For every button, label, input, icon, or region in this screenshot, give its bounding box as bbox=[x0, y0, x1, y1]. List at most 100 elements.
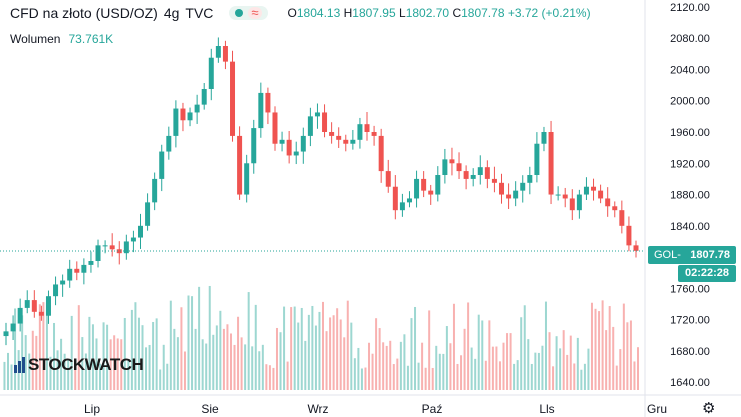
volume-bar bbox=[435, 345, 438, 390]
candle-body bbox=[293, 151, 299, 156]
volume-bar bbox=[612, 326, 615, 390]
candle-body bbox=[307, 116, 313, 136]
volume-bar bbox=[63, 353, 66, 390]
candle-body bbox=[237, 135, 243, 195]
symbol-title[interactable]: CFD na złoto (USD/OZ) bbox=[10, 5, 158, 21]
x-tick-label: Gru bbox=[647, 402, 667, 416]
volume-bar bbox=[583, 363, 586, 390]
volume-bar bbox=[438, 353, 441, 390]
countdown-label: 02:22:28 bbox=[678, 265, 736, 282]
volume-bar bbox=[38, 304, 41, 390]
volume-legend[interactable]: Wolumen 73.761K bbox=[10, 32, 113, 46]
candle-body bbox=[506, 194, 512, 199]
candle-body bbox=[194, 104, 200, 113]
volume-bar bbox=[300, 307, 303, 390]
volume-bar bbox=[265, 364, 268, 390]
volume-bar bbox=[84, 353, 87, 390]
volume-bar bbox=[445, 326, 448, 390]
volume-bar bbox=[215, 325, 218, 390]
volume-bar bbox=[509, 333, 512, 390]
candle-body bbox=[230, 61, 236, 136]
volume-bar bbox=[534, 352, 537, 390]
candle-body bbox=[123, 241, 129, 254]
candle-body bbox=[350, 139, 356, 144]
candle-body bbox=[24, 300, 30, 308]
open-key: O bbox=[287, 6, 297, 20]
wave-icon[interactable]: ≈ bbox=[248, 6, 262, 19]
volume-bar bbox=[350, 322, 353, 390]
volume-bar bbox=[70, 315, 73, 390]
volume-bar bbox=[552, 366, 555, 390]
volume-bar bbox=[145, 347, 148, 390]
candle-body bbox=[166, 135, 172, 152]
candle-body bbox=[385, 171, 391, 187]
volume-bar bbox=[491, 346, 494, 390]
volume-bar bbox=[385, 345, 388, 390]
volume-bar bbox=[130, 309, 133, 390]
volume-bar bbox=[10, 364, 13, 390]
volume-bar bbox=[180, 307, 183, 390]
volume-bar bbox=[60, 338, 63, 390]
volume-bar bbox=[325, 331, 328, 390]
gear-icon[interactable]: ⚙ bbox=[702, 400, 716, 417]
volume-bar bbox=[81, 337, 84, 390]
volume-bar bbox=[484, 360, 487, 390]
high-value: 1807.95 bbox=[352, 6, 396, 20]
volume-bar bbox=[378, 328, 381, 390]
volume-bar bbox=[336, 308, 339, 390]
volume-bar bbox=[233, 344, 236, 390]
volume-bar bbox=[45, 303, 48, 390]
volume-bar bbox=[566, 354, 569, 390]
status-pills[interactable]: ≈ bbox=[229, 6, 268, 20]
volume-bar bbox=[240, 337, 243, 390]
interval-label[interactable]: 4g bbox=[163, 5, 180, 21]
volume-bar bbox=[176, 337, 179, 390]
candle-body bbox=[10, 323, 16, 332]
candle-body bbox=[152, 178, 158, 203]
volume-bar bbox=[389, 340, 392, 390]
volume-bar bbox=[183, 351, 186, 390]
candle-body bbox=[605, 198, 611, 207]
candle-body bbox=[435, 175, 441, 195]
candle-body bbox=[159, 151, 165, 179]
candle-body bbox=[201, 89, 207, 105]
volume-bar bbox=[212, 334, 215, 390]
candle-body bbox=[286, 139, 292, 156]
volume-bar bbox=[187, 295, 190, 390]
candle-body bbox=[67, 268, 73, 281]
volume-bar bbox=[283, 306, 286, 390]
volume-bar bbox=[208, 285, 211, 390]
volume-bar bbox=[24, 335, 27, 390]
volume-bar bbox=[53, 322, 56, 390]
candle-body bbox=[336, 135, 342, 140]
candle-body bbox=[626, 225, 632, 246]
volume-bar bbox=[279, 332, 282, 390]
volume-bar bbox=[155, 318, 158, 390]
candle-body bbox=[145, 202, 151, 226]
stockwatch-logo: STOCKWATCH bbox=[14, 355, 144, 375]
candle-body bbox=[116, 249, 122, 254]
volume-bar bbox=[506, 333, 509, 390]
volume-bar bbox=[626, 322, 629, 390]
volume-bar bbox=[166, 363, 169, 390]
volume-bar bbox=[481, 320, 484, 390]
volume-bar bbox=[456, 363, 459, 390]
volume-bar bbox=[222, 328, 225, 390]
candle-body bbox=[265, 92, 271, 113]
volume-bar bbox=[74, 364, 77, 390]
volume-bar bbox=[530, 363, 533, 390]
candle-body bbox=[364, 124, 370, 132]
candle-body bbox=[591, 186, 597, 191]
logo-text: STOCKWATCH bbox=[28, 355, 144, 374]
candle-body bbox=[258, 92, 264, 129]
candle-body bbox=[329, 132, 335, 136]
volume-bar bbox=[244, 344, 247, 390]
candle-body bbox=[520, 182, 526, 191]
candle-body bbox=[576, 194, 582, 211]
volume-bar bbox=[173, 328, 176, 390]
volume-value: 73.761K bbox=[68, 32, 114, 46]
volume-bar bbox=[28, 353, 31, 390]
y-tick-label: 1640.00 bbox=[670, 377, 710, 389]
y-tick-label: 1960.00 bbox=[670, 127, 710, 139]
